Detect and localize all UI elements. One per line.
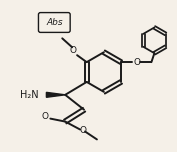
Text: Abs: Abs xyxy=(46,18,63,27)
Text: H₂N: H₂N xyxy=(20,90,38,100)
Polygon shape xyxy=(46,92,65,97)
Text: O: O xyxy=(133,58,140,67)
Text: O: O xyxy=(42,112,49,121)
Text: O: O xyxy=(70,46,77,55)
Text: O: O xyxy=(79,126,87,135)
FancyBboxPatch shape xyxy=(38,13,70,32)
